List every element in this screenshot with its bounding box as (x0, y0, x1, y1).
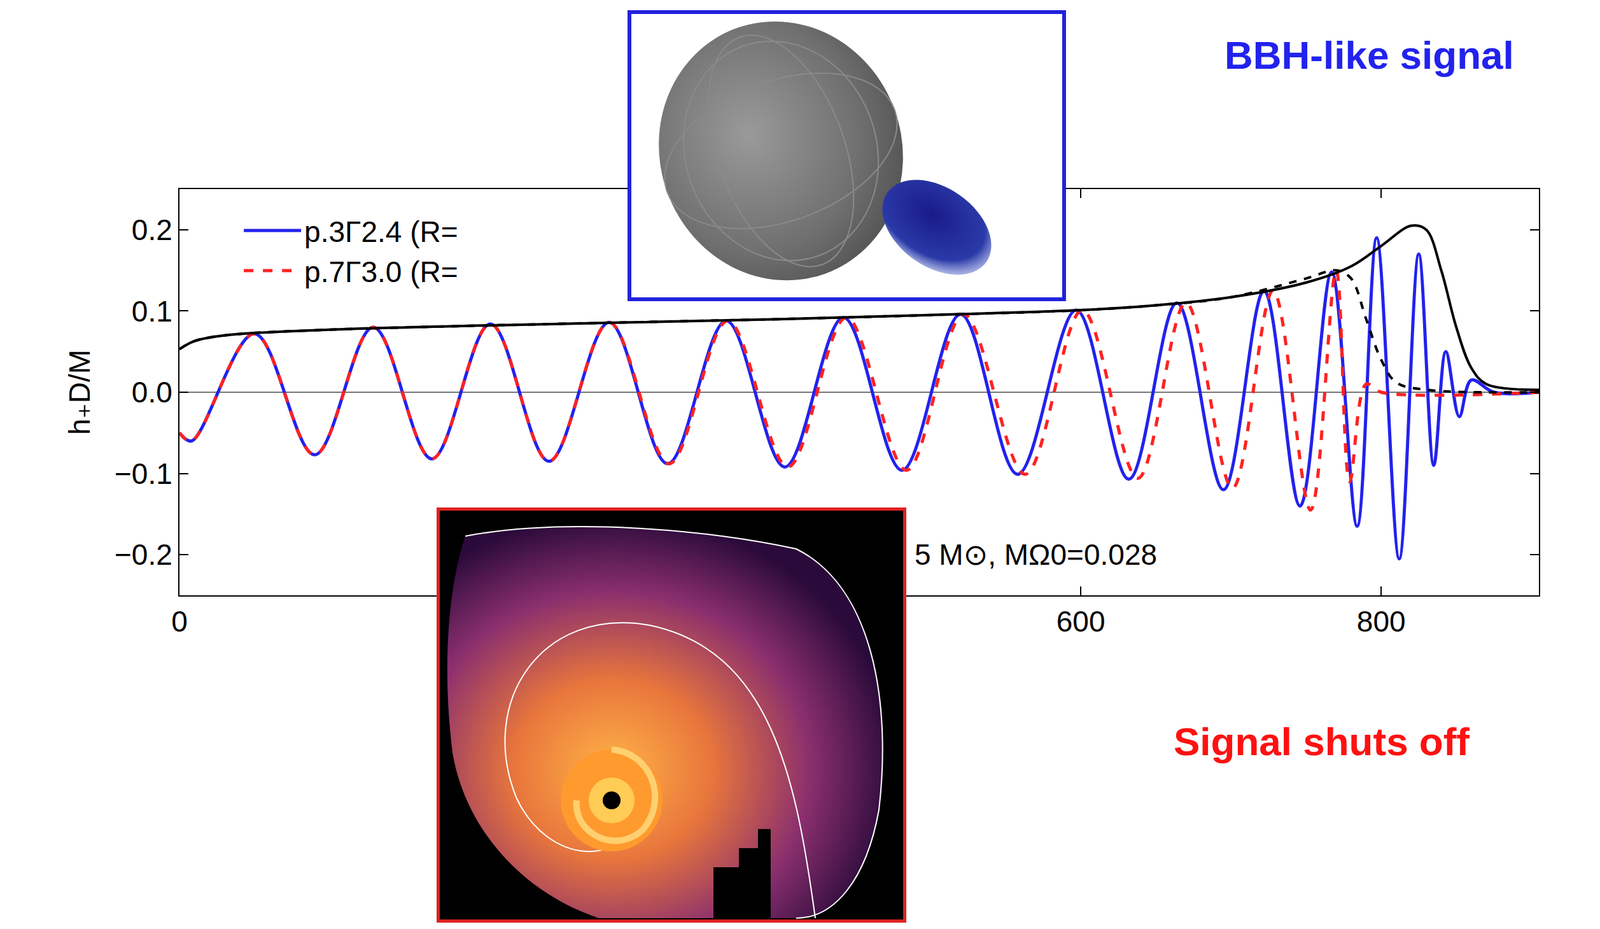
svg-text:600: 600 (1056, 604, 1106, 638)
svg-text:0: 0 (171, 604, 188, 638)
svg-text:p.7Γ3.0 (R=: p.7Γ3.0 (R= (304, 255, 458, 289)
svg-text:BBH-like signal: BBH-like signal (1224, 33, 1515, 78)
svg-text:5 M⊙, MΩ0=0.028: 5 M⊙, MΩ0=0.028 (914, 537, 1158, 571)
svg-text:−0.1: −0.1 (114, 456, 173, 491)
svg-text:p.3Γ2.4 (R=: p.3Γ2.4 (R= (304, 215, 458, 249)
svg-text:Signal shuts off: Signal shuts off (1173, 719, 1470, 764)
svg-text:−0.2: −0.2 (114, 537, 173, 571)
svg-text:h₊D/M: h₊D/M (63, 349, 97, 435)
svg-text:0.1: 0.1 (131, 294, 173, 328)
svg-text:800: 800 (1356, 604, 1406, 638)
svg-text:0.2: 0.2 (131, 213, 173, 247)
svg-text:0.0: 0.0 (131, 375, 173, 409)
